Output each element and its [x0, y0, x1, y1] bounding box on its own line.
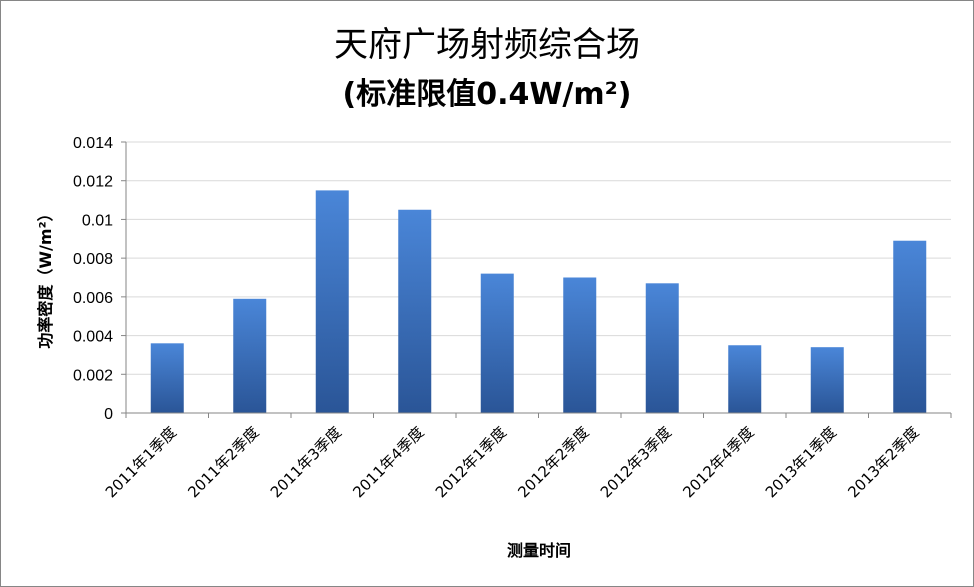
y-tick-label: 0.012	[73, 174, 113, 191]
x-tick-label: 2012年3季度	[597, 423, 675, 501]
bars	[150, 190, 927, 413]
chart-subtitle: (标准限值0.4W/m²)	[342, 77, 631, 112]
bar	[233, 298, 267, 413]
x-axis-title: 测量时间	[507, 541, 571, 560]
x-tick-label: 2012年4季度	[679, 423, 757, 501]
y-tick-label: 0.006	[73, 290, 113, 307]
y-tick-label: 0.002	[73, 367, 113, 384]
x-tick-label: 2011年2季度	[184, 423, 262, 501]
bar	[563, 277, 597, 413]
x-tick-label: 2012年1季度	[432, 423, 510, 501]
bar	[728, 345, 762, 413]
x-tick-label: 2013年2季度	[844, 423, 922, 501]
x-tick-label: 2013年1季度	[762, 423, 840, 501]
bar	[810, 347, 844, 413]
y-tick-label: 0	[104, 406, 113, 423]
bar	[315, 190, 349, 413]
y-tick-label: 0.004	[73, 329, 113, 346]
y-tick-label: 0.008	[73, 251, 113, 268]
y-axis-ticks: 0 0.002 0.004 0.006 0.008 0.01 0.012 0.014	[73, 135, 126, 423]
bar	[150, 343, 184, 413]
bar	[398, 209, 432, 413]
x-tick-label: 2012年2季度	[514, 423, 592, 501]
bar	[480, 273, 514, 413]
x-tick-label: 2011年4季度	[349, 423, 427, 501]
y-tick-label: 0.014	[73, 135, 113, 152]
bar	[645, 283, 679, 413]
x-tick-label: 2011年3季度	[267, 423, 345, 501]
y-axis-title: 功率密度（W/m²）	[36, 205, 55, 348]
bar	[893, 240, 927, 413]
y-tick-label: 0.01	[82, 212, 113, 229]
x-axis-ticks: 2011年1季度 2011年2季度 2011年3季度 2011年4季度 2012年1季度…	[102, 413, 952, 501]
chart-title: 天府广场射频综合场	[334, 25, 640, 65]
x-tick-label: 2011年1季度	[102, 423, 180, 501]
